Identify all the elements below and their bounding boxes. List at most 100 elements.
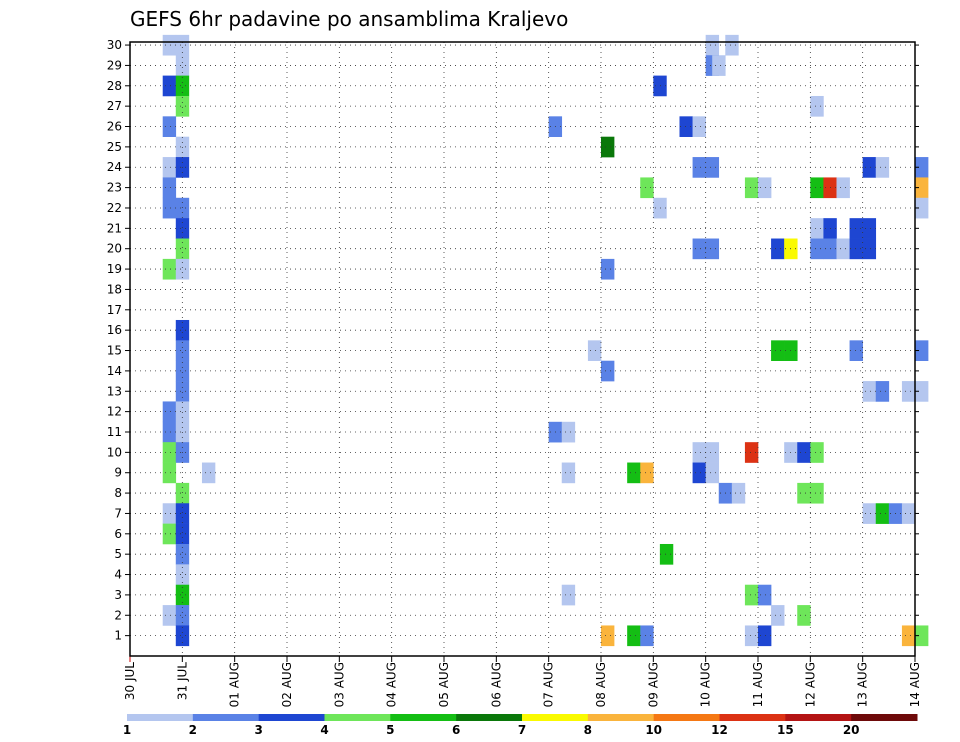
heatmap-cell [175, 340, 190, 361]
heatmap-cell [797, 482, 811, 504]
heatmap-cell [705, 462, 720, 484]
heatmap-cell [705, 34, 720, 56]
y-tick-label: 16 [107, 323, 122, 337]
y-tick-label: 13 [107, 384, 122, 398]
heatmap-cell [175, 75, 190, 97]
colorbar-label: 4 [320, 723, 328, 737]
heatmap-cell [810, 218, 824, 239]
heatmap-cell [849, 238, 863, 260]
colorbar-segment [258, 714, 325, 721]
heatmap-cell [601, 625, 615, 647]
y-tick-label: 9 [114, 466, 122, 480]
y-tick-label: 18 [107, 282, 122, 296]
y-tick-label: 21 [107, 221, 122, 235]
heatmap-cell [175, 218, 190, 239]
heatmap-cell [561, 584, 576, 606]
heatmap-cell [771, 238, 785, 260]
y-tick-label: 8 [114, 486, 122, 500]
y-tick-label: 11 [107, 425, 122, 439]
heatmap-cell [175, 401, 190, 423]
y-tick-label: 6 [114, 527, 122, 541]
heatmap-cell [175, 258, 190, 280]
heatmap-cell [875, 157, 890, 178]
heatmap-cell [162, 503, 177, 524]
heatmap-cell [705, 442, 720, 463]
chart-title: GEFS 6hr padavine po ansamblima Kraljevo [130, 7, 568, 31]
x-tick-label: 13 AUG [856, 662, 870, 707]
heatmap-cell [175, 95, 190, 117]
colorbar-label: 3 [254, 723, 262, 737]
heatmap-cell [705, 157, 720, 178]
colorbar-segment [851, 714, 918, 721]
heatmap-cell [692, 116, 706, 137]
heatmap-cell [797, 442, 811, 463]
colorbar-segment [522, 714, 589, 721]
heatmap-cell [175, 605, 190, 626]
grid-lines [130, 42, 915, 656]
heatmap-cell [175, 197, 190, 219]
y-tick-label: 26 [107, 120, 122, 134]
y-tick-label: 30 [107, 38, 122, 52]
x-tick-label: 05 AUG [437, 662, 451, 707]
y-tick-label: 7 [114, 506, 122, 520]
heatmap-cell [175, 625, 190, 647]
x-tick-label: 04 AUG [385, 662, 399, 707]
heatmap-cell [561, 462, 576, 484]
heatmap-cell [797, 605, 811, 626]
heatmap-cell [201, 462, 216, 484]
heatmap-cell [162, 258, 177, 280]
heatmap-cell [640, 177, 654, 199]
y-tick-label: 5 [114, 547, 122, 561]
colorbar: 1 2 3 4 5 6 7 8 10 12 15 20 [123, 714, 918, 737]
y-tick-label: 29 [107, 58, 122, 72]
y-tick-label: 28 [107, 79, 122, 93]
heatmap-cell [692, 238, 706, 260]
heatmap-cell [810, 177, 824, 199]
heatmap-cell [659, 543, 674, 565]
x-tick-label: 02 AUG [280, 662, 294, 707]
heatmap-cell [758, 625, 772, 647]
heatmap-cell [758, 177, 772, 199]
heatmap-cell [640, 625, 654, 647]
heatmap-cell [175, 564, 190, 586]
colorbar-label: 6 [452, 723, 460, 737]
heatmap-cell [901, 381, 916, 402]
heatmap-cell [162, 34, 177, 56]
heatmap-cell [915, 340, 929, 361]
y-tick-label: 23 [107, 181, 122, 195]
heatmap-cell [175, 360, 190, 382]
colorbar-segment [653, 714, 720, 721]
heatmap-cell [901, 503, 916, 524]
x-tick-label: 06 AUG [489, 662, 503, 707]
colorbar-segment [192, 714, 260, 721]
x-tick-label: 14 AUG [908, 662, 922, 707]
heatmap-cell [705, 238, 720, 260]
x-tick-label: 11 AUG [751, 662, 765, 707]
heatmap-cell [627, 462, 641, 484]
heatmap-cell [175, 319, 190, 341]
heatmap-cell [875, 381, 890, 402]
colorbar-segment [719, 714, 786, 721]
plot-frame [129, 41, 916, 657]
y-tick-label: 10 [107, 445, 122, 459]
heatmap-cell [771, 340, 785, 361]
heatmap-cell [915, 157, 929, 178]
x-tick-label: 07 AUG [542, 662, 556, 707]
heatmap-cell [915, 177, 929, 199]
heatmap-cell [915, 381, 929, 402]
heatmap-cell [162, 197, 177, 219]
x-tick-label: 09 AUG [646, 662, 660, 707]
heatmap-cell [175, 523, 190, 545]
heatmap-cell [162, 401, 177, 423]
x-tick-label: 12 AUG [803, 662, 817, 707]
heatmap-cell [862, 157, 877, 178]
y-tick-label: 4 [114, 568, 122, 582]
heatmap-cell [601, 136, 615, 158]
heatmap-cell [836, 177, 850, 199]
heatmap-cell [601, 258, 615, 280]
heatmap-cell [692, 157, 706, 178]
colorbar-segment [127, 714, 194, 721]
heatmap-cell [744, 584, 759, 606]
x-tick-label: 31 JUL [175, 662, 189, 700]
